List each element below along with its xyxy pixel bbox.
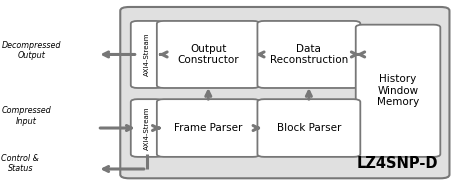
FancyBboxPatch shape [120,7,448,178]
Text: Block Parser: Block Parser [276,123,340,133]
Text: Control &
Status: Control & Status [1,154,39,173]
FancyBboxPatch shape [157,99,259,157]
FancyBboxPatch shape [355,25,439,157]
Text: AXI4-Stream: AXI4-Stream [144,106,150,150]
Text: History
Window
Memory: History Window Memory [376,74,418,107]
Text: Compressed
Input: Compressed Input [1,106,51,126]
Text: Data
Reconstruction: Data Reconstruction [269,44,347,65]
Text: AXI4-Stream: AXI4-Stream [144,33,150,76]
Text: Output
Constructor: Output Constructor [177,44,239,65]
FancyBboxPatch shape [157,21,259,88]
FancyBboxPatch shape [257,21,359,88]
FancyBboxPatch shape [257,99,359,157]
Text: Decompressed
Output: Decompressed Output [1,41,61,60]
FancyBboxPatch shape [130,99,162,157]
Text: Frame Parser: Frame Parser [174,123,242,133]
Text: LZ4SNP-D: LZ4SNP-D [356,156,437,171]
FancyBboxPatch shape [130,21,162,88]
